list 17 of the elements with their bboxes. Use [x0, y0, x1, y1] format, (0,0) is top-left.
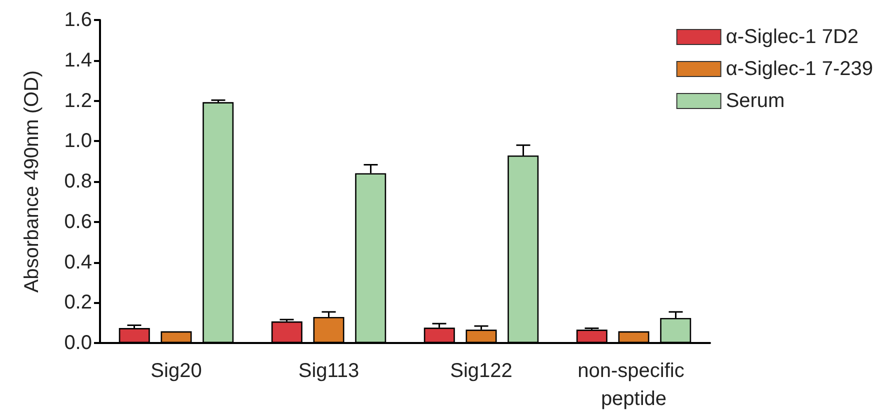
- legend-label: α-Siglec-1 7D2: [726, 26, 859, 48]
- y-tick-label: 0.2: [64, 292, 92, 314]
- y-tick-label: 1.2: [64, 90, 92, 112]
- y-tick-label: 0.0: [64, 332, 92, 354]
- legend-label: Serum: [726, 90, 785, 112]
- x-tick-label: Sig113: [298, 360, 360, 382]
- y-tick-label: 1.0: [64, 130, 92, 152]
- y-tick-label: 0.8: [64, 170, 92, 192]
- y-tick-label: 1.4: [64, 49, 92, 72]
- y-tick-label: 0.4: [64, 251, 92, 274]
- legend-label: α-Siglec-1 7-239: [726, 58, 873, 80]
- x-tick-label: Sig20: [150, 360, 202, 382]
- y-tick-label: 1.6: [64, 9, 92, 31]
- x-tick-label: non-specific peptide: [578, 360, 690, 410]
- x-tick-label: Sig122: [450, 360, 512, 382]
- y-tick-label: 0.6: [64, 210, 92, 233]
- y-axis-title: Absorbance 490nm (OD): [21, 70, 43, 293]
